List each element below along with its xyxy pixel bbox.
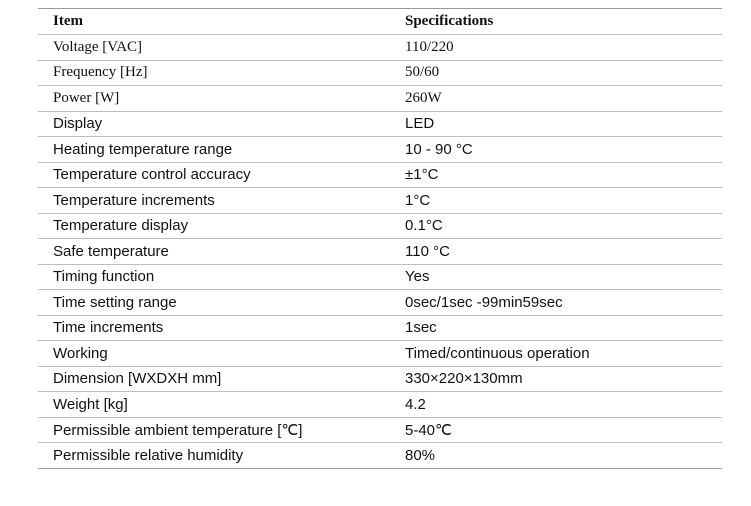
- spec-cell: 260W: [390, 85, 722, 112]
- table-row: Temperature display 0.1°C: [38, 212, 722, 239]
- spec-cell: 1°C: [390, 187, 722, 214]
- item-cell: Voltage [VAC]: [38, 34, 390, 61]
- table-row: Temperature increments 1°C: [38, 187, 722, 214]
- table-row: Working Timed/continuous operation: [38, 340, 722, 367]
- item-cell: Timing function: [38, 263, 390, 290]
- table-row: Weight [kg] 4.2: [38, 391, 722, 418]
- table-row: Time increments 1sec: [38, 314, 722, 341]
- spec-cell: 50/60: [390, 59, 722, 86]
- table-row: Safe temperature 110 °C: [38, 238, 722, 265]
- item-cell: Permissible relative humidity: [38, 442, 390, 469]
- item-cell: Working: [38, 340, 390, 367]
- header-cell: Item: [38, 8, 390, 35]
- spec-table: Item Specifications Voltage [VAC] 110/220…: [38, 8, 722, 469]
- spec-cell: 110/220: [390, 34, 722, 61]
- item-cell: Power [W]: [38, 85, 390, 112]
- header-row: Item Specifications: [38, 8, 722, 35]
- spec-cell: 110 °C: [390, 238, 722, 265]
- spec-cell: 0sec/1sec -99min59sec: [390, 289, 722, 316]
- item-cell: Dimension [WXDXH mm]: [38, 365, 390, 392]
- item-cell: Permissible ambient temperature [℃]: [38, 416, 390, 443]
- item-cell: Time setting range: [38, 289, 390, 316]
- item-cell: Temperature display: [38, 212, 390, 239]
- item-cell: Temperature control accuracy: [38, 161, 390, 188]
- spec-cell: 330×220×130mm: [390, 365, 722, 392]
- spec-cell: LED: [390, 110, 722, 137]
- table-row: Timing function Yes: [38, 263, 722, 290]
- spec-cell: 10 - 90 °C: [390, 136, 722, 163]
- item-cell: Frequency [Hz]: [38, 59, 390, 86]
- item-cell: Weight [kg]: [38, 391, 390, 418]
- item-cell: Safe temperature: [38, 238, 390, 265]
- spec-cell: 80%: [390, 442, 722, 469]
- table-row: Time setting range 0sec/1sec -99min59sec: [38, 289, 722, 316]
- item-cell: Temperature increments: [38, 187, 390, 214]
- table-body: Voltage [VAC] 110/220 Frequency [Hz] 50/60 P…: [38, 34, 722, 469]
- table-row: Heating temperature range 10 - 90 °C: [38, 136, 722, 163]
- spec-cell: Yes: [390, 263, 722, 290]
- table-row: Power [W] 260W: [38, 85, 722, 112]
- item-cell: Time increments: [38, 314, 390, 341]
- spec-cell: Timed/continuous operation: [390, 340, 722, 367]
- table-row: Voltage [VAC] 110/220: [38, 34, 722, 61]
- spec-cell: 4.2: [390, 391, 722, 418]
- table-header: Item Specifications: [38, 8, 722, 35]
- table-row: Display LED: [38, 110, 722, 137]
- spec-cell: 5-40℃: [390, 416, 722, 443]
- table-row: Temperature control accuracy ±1°C: [38, 161, 722, 188]
- spec-cell: 1sec: [390, 314, 722, 341]
- item-cell: Display: [38, 110, 390, 137]
- table-row: Permissible relative humidity 80%: [38, 442, 722, 469]
- table-row: Frequency [Hz] 50/60: [38, 59, 722, 86]
- table-row: Dimension [WXDXH mm] 330×220×130mm: [38, 365, 722, 392]
- spec-cell: 0.1°C: [390, 212, 722, 239]
- header-cell: Specifications: [390, 8, 722, 35]
- table-row: Permissible ambient temperature [℃] 5-40℃: [38, 416, 722, 443]
- item-cell: Heating temperature range: [38, 136, 390, 163]
- spec-cell: ±1°C: [390, 161, 722, 188]
